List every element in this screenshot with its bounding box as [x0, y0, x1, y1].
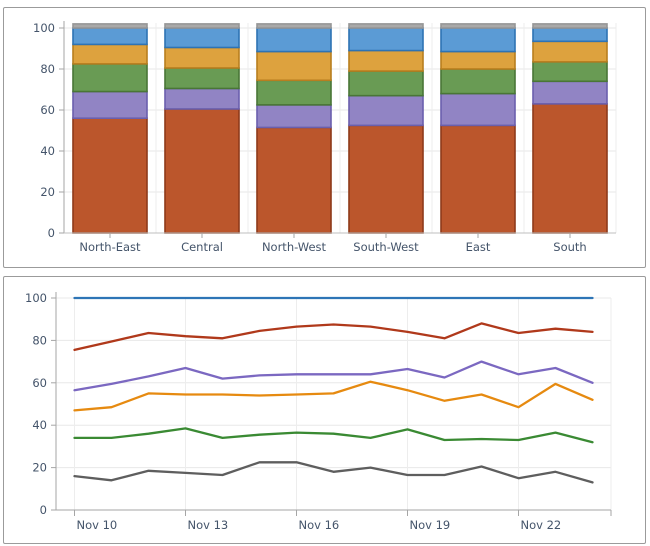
bar-segment-green [256, 79, 332, 106]
bar-segment-gray-cap [72, 23, 148, 29]
line-chart-panel: 0 20 40 60 80 100 Nov 10 Nov 13 Nov 16 Nov 19 Nov … [3, 276, 646, 544]
line-y-tick-label: 40 [32, 418, 47, 432]
bar-segment-gray-cap [348, 23, 424, 29]
bar-x-category-label: East [466, 240, 491, 254]
bar-segment-gray-cap [256, 23, 332, 29]
bar-y-tick-label: 100 [33, 21, 55, 35]
bar-x-category-label: North-West [262, 240, 327, 254]
bar-segment-rust [256, 126, 332, 234]
bar-segment-orange [440, 50, 516, 70]
bar-segment-purple [72, 90, 148, 120]
bar-segment-rust [72, 117, 148, 234]
bar-segment-green [440, 68, 516, 95]
bar-segment-orange [72, 43, 148, 65]
line-series-purple [73, 360, 594, 392]
bar-segment-green [164, 67, 240, 90]
bar-segment-green [72, 63, 148, 93]
bar-series [72, 23, 608, 234]
line-x-tick-label: Nov 10 [77, 518, 118, 532]
line-x-tick-label: Nov 22 [521, 518, 562, 532]
line-gridlines [56, 297, 612, 510]
bar-segment-purple [532, 80, 608, 105]
line-y-tick-label: 60 [32, 376, 47, 390]
bar-segment-purple [256, 104, 332, 129]
bar-segment-rust [164, 108, 240, 234]
bar-y-tick-label: 0 [48, 226, 55, 240]
bar-segment-gray-cap [164, 23, 240, 29]
line-series-red [73, 322, 594, 352]
line-series-green [73, 427, 594, 444]
bar-segment-blue [440, 27, 516, 53]
bar-segment-orange [532, 40, 608, 63]
bar-segment-green [532, 61, 608, 83]
bar-segment-blue [164, 27, 240, 49]
bar-segment-blue [532, 27, 608, 43]
bar-x-category-label: South-West [353, 240, 419, 254]
bar-segment-gray-cap [440, 23, 516, 29]
bar-segment-gray-cap [532, 23, 608, 29]
bar-segment-rust [532, 103, 608, 234]
bar-y-tick-label: 20 [40, 185, 55, 199]
bar-segment-orange [256, 50, 332, 82]
stacked-bar-chart-panel: 0 20 40 60 80 100 North-East Central North-West S… [3, 7, 646, 268]
bar-segment-orange [348, 49, 424, 72]
bar-segment-blue [348, 27, 424, 52]
line-y-tick-label: 0 [40, 503, 47, 517]
line-x-tick-label: Nov 16 [299, 518, 340, 532]
bar-x-category-label: Central [181, 240, 223, 254]
bar-segment-purple [348, 94, 424, 127]
bar-y-tick-label: 40 [40, 144, 55, 158]
line-chart: 0 20 40 60 80 100 Nov 10 Nov 13 Nov 16 Nov 19 Nov … [25, 291, 612, 532]
stacked-bar-chart: 0 20 40 60 80 100 North-East Central North-West S… [33, 21, 617, 254]
line-y-tick-label: 100 [25, 291, 47, 305]
bar-segment-green [348, 70, 424, 97]
line-series-gray [73, 461, 594, 484]
line-series [73, 296, 594, 484]
bar-segment-rust [348, 124, 424, 234]
line-series-orange [73, 380, 594, 412]
line-y-tick-label: 20 [32, 461, 47, 475]
line-axes: 0 20 40 60 80 100 Nov 10 Nov 13 Nov 16 Nov 19 Nov … [25, 291, 612, 532]
line-y-tick-label: 80 [32, 333, 47, 347]
bar-y-tick-label: 80 [40, 62, 55, 76]
bar-gridlines [64, 23, 617, 233]
bar-y-tick-label: 60 [40, 103, 55, 117]
bar-segment-blue [256, 27, 332, 53]
bar-segment-blue [72, 27, 148, 46]
line-x-tick-label: Nov 19 [410, 518, 451, 532]
bar-segment-purple [440, 92, 516, 127]
bar-segment-purple [164, 87, 240, 110]
bar-axes: 0 20 40 60 80 100 North-East Central North-West S… [33, 21, 616, 254]
line-x-tick-label: Nov 13 [188, 518, 229, 532]
bar-x-category-label: South [553, 240, 586, 254]
bar-segment-orange [164, 46, 240, 69]
bar-x-category-label: North-East [79, 240, 141, 254]
bar-segment-rust [440, 124, 516, 234]
